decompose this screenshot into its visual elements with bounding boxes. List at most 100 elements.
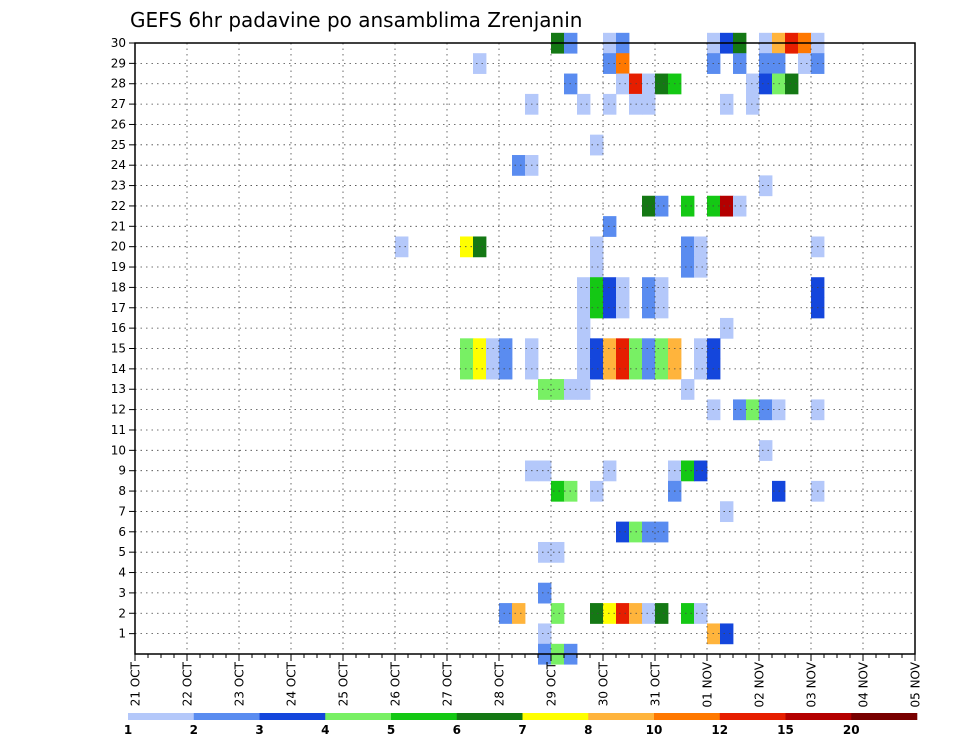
xtick-label-13: 03 NOV [805, 661, 819, 707]
cell-member-28-step-48 [759, 73, 773, 95]
cell-member-2-step-43 [694, 603, 708, 624]
xtick-label-14: 04 NOV [857, 661, 871, 707]
ytick-label-27: 27 [111, 97, 126, 111]
ytick-label-4: 4 [118, 566, 126, 580]
cell-member-14-step-37 [616, 358, 630, 380]
cell-member-15-step-40 [655, 338, 669, 360]
cell-member-28-step-47 [746, 73, 760, 95]
cell-member-27-step-39 [642, 93, 656, 115]
chart-title: GEFS 6hr padavine po ansamblima Zrenjani… [130, 8, 582, 32]
ytick-label-10: 10 [111, 443, 126, 457]
legend-label-6: 7 [518, 723, 526, 737]
xtick-label-3: 24 OCT [285, 661, 299, 706]
cell-member-6-step-37 [616, 521, 630, 543]
ytick-label-28: 28 [111, 77, 126, 91]
cell-member-15-step-25 [460, 338, 474, 360]
legend-swatch-4 [391, 713, 458, 720]
legend-swatch-3 [325, 713, 392, 720]
legend-swatch-11 [851, 713, 918, 720]
ytick-label-13: 13 [111, 382, 126, 396]
cell-member-24-step-29 [512, 155, 526, 176]
cell-member-21-step-36 [603, 216, 617, 237]
xtick-label-9: 30 OCT [597, 661, 611, 706]
ytick-label-16: 16 [111, 321, 126, 335]
cell-member-19-step-35 [590, 256, 604, 278]
cell-member-15-step-36 [603, 338, 617, 360]
legend-swatch-9 [719, 713, 786, 720]
cell-member-14-step-40 [655, 358, 669, 380]
ytick-label-2: 2 [118, 606, 126, 620]
legend-swatch-7 [588, 713, 655, 720]
cell-member-25-step-35 [590, 134, 604, 156]
ytick-label-25: 25 [111, 138, 126, 152]
ytick-label-8: 8 [118, 484, 126, 498]
cell-member-28-step-40 [655, 73, 669, 95]
ytick-label-15: 15 [111, 342, 126, 356]
cell-member-22-step-46 [733, 195, 747, 217]
cell-member-9-step-43 [694, 460, 708, 482]
cell-member-29-step-26 [473, 53, 487, 74]
legend-label-10: 15 [777, 723, 794, 737]
ytick-label-11: 11 [111, 423, 126, 437]
cell-member-20-step-25 [460, 236, 474, 258]
ytick-label-20: 20 [111, 240, 126, 254]
cell-member-29-step-36 [603, 53, 617, 74]
cell-member-2-step-36 [603, 603, 617, 624]
cell-member-22-step-42 [681, 195, 695, 217]
xtick-label-2: 23 OCT [233, 661, 247, 706]
cell-member-17-step-36 [603, 297, 617, 319]
cell-member-3-step-31 [538, 582, 552, 604]
cell-member-14-step-39 [642, 358, 656, 380]
ytick-label-3: 3 [118, 586, 126, 600]
cell-member-9-step-36 [603, 460, 617, 482]
cell-member-27-step-45 [720, 93, 734, 115]
cell-member-18-step-34 [577, 277, 591, 298]
cell-member-29-step-46 [733, 53, 747, 74]
cell-member-7-step-45 [720, 501, 734, 523]
legend-swatch-10 [785, 713, 852, 720]
xtick-label-12: 02 NOV [753, 661, 767, 707]
xtick-label-1: 22 OCT [181, 661, 195, 706]
cell-member-29-step-37 [616, 53, 630, 74]
cell-member-15-step-34 [577, 338, 591, 360]
cell-member-27-step-34 [577, 93, 591, 115]
ytick-label-30: 30 [111, 36, 126, 50]
cell-member-18-step-40 [655, 277, 669, 298]
grid-layer [134, 42, 916, 654]
legend-swatch-6 [522, 713, 589, 720]
cell-member-12-step-47 [746, 399, 760, 421]
ytick-label-18: 18 [111, 280, 126, 294]
xtick-label-8: 29 OCT [545, 661, 559, 706]
cell-member-15-step-39 [642, 338, 656, 360]
cell-member-17-step-35 [590, 297, 604, 319]
legend-label-11: 20 [843, 723, 860, 737]
cell-member-28-step-39 [642, 73, 656, 95]
xtick-label-7: 28 OCT [493, 661, 507, 706]
cell-member-12-step-48 [759, 399, 773, 421]
cell-member-12-step-46 [733, 399, 747, 421]
cell-member-29-step-48 [759, 53, 773, 74]
cell-member-20-step-20 [395, 236, 409, 258]
x-axis: 21 OCT 22 OCT 23 OCT 24 OCT 25 OCT 26 OCT 27 O… [129, 661, 923, 707]
cell-member-15-step-35 [590, 338, 604, 360]
cell-member-23-step-48 [759, 175, 773, 197]
cell-member-14-step-36 [603, 358, 617, 380]
cell-member-20-step-43 [694, 236, 708, 258]
cell-member-14-step-35 [590, 358, 604, 380]
ytick-label-19: 19 [111, 260, 126, 274]
cell-member-22-step-45 [720, 195, 734, 217]
ytick-label-22: 22 [111, 199, 126, 213]
cell-member-1-step-45 [720, 623, 734, 645]
cell-member-13-step-31 [538, 379, 552, 400]
cell-member-6-step-40 [655, 521, 669, 543]
legend-label-4: 5 [387, 723, 395, 737]
legend-label-8: 10 [646, 723, 663, 737]
cell-member-19-step-43 [694, 256, 708, 278]
cell-member-13-step-32 [551, 379, 565, 400]
legend-label-1: 2 [190, 723, 198, 737]
cell-member-18-step-39 [642, 277, 656, 298]
cell-member-2-step-29 [512, 603, 526, 624]
ytick-label-12: 12 [111, 403, 126, 417]
cell-member-17-step-34 [577, 297, 591, 319]
